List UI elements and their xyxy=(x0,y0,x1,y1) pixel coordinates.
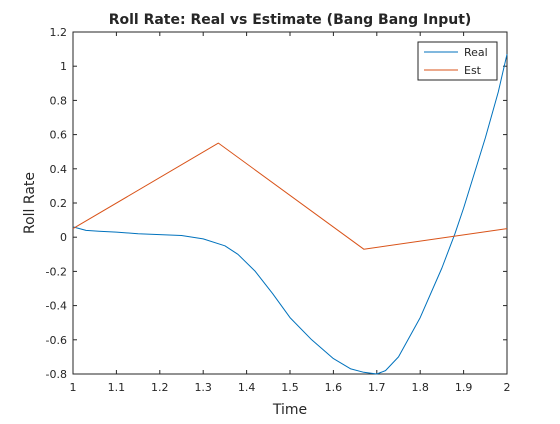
y-tick-label: 1 xyxy=(60,60,67,73)
legend-label-est: Est xyxy=(464,64,482,77)
y-tick-label: 0.4 xyxy=(50,163,68,176)
x-tick-label: 1.9 xyxy=(455,381,473,394)
chart-title: Roll Rate: Real vs Estimate (Bang Bang I… xyxy=(109,12,472,28)
x-tick-label: 1.7 xyxy=(368,381,386,394)
y-tick-label: -0.6 xyxy=(46,334,67,347)
x-tick-label: 1.3 xyxy=(194,381,212,394)
x-tick-label: 1.2 xyxy=(151,381,169,394)
y-tick-label: 0.8 xyxy=(50,94,68,107)
x-tick-label: 1.8 xyxy=(411,381,429,394)
legend-label-real: Real xyxy=(464,46,488,59)
y-tick-label: 0.2 xyxy=(50,197,68,210)
x-tick-label: 1.4 xyxy=(238,381,256,394)
x-tick-label: 2 xyxy=(504,381,511,394)
x-tick-label: 1.5 xyxy=(281,381,299,394)
y-tick-label: 1.2 xyxy=(50,26,68,39)
plot-area xyxy=(73,32,507,374)
legend: Real Est xyxy=(418,42,497,80)
y-tick-label: 0.6 xyxy=(50,129,68,142)
x-tick-label: 1.1 xyxy=(108,381,126,394)
y-tick-label: 0 xyxy=(60,231,67,244)
y-axis-label: Roll Rate xyxy=(22,172,38,234)
x-axis-label: Time xyxy=(272,402,307,418)
y-tick-label: -0.8 xyxy=(46,368,67,381)
x-tick-label: 1 xyxy=(70,381,77,394)
y-tick-label: -0.2 xyxy=(46,265,67,278)
y-tick-label: -0.4 xyxy=(46,300,67,313)
x-tick-label: 1.6 xyxy=(325,381,343,394)
